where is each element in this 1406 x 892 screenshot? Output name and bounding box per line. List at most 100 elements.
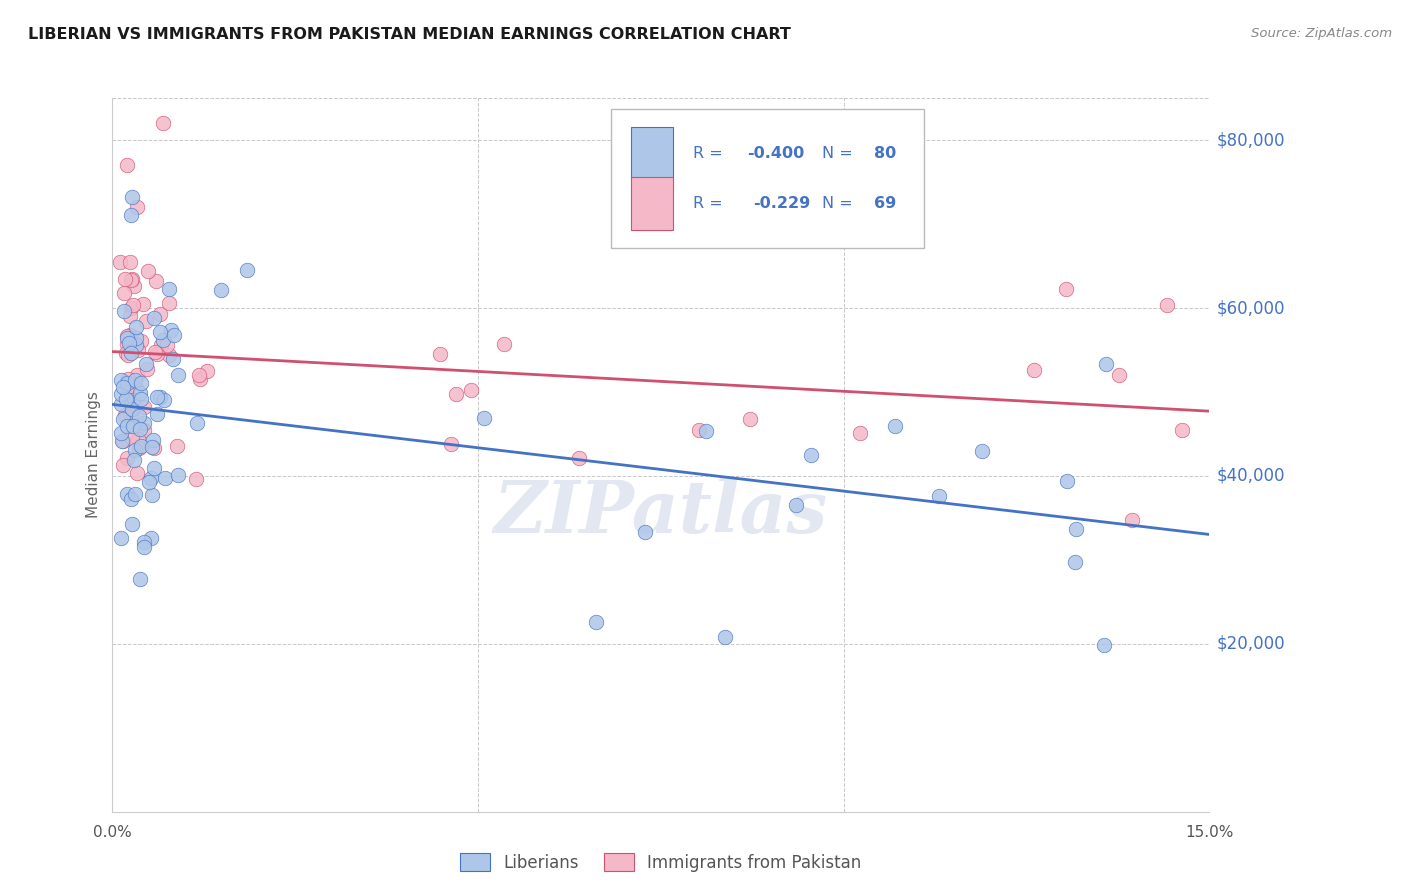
Point xyxy=(143,345,166,359)
Point xyxy=(120,345,142,359)
Point xyxy=(1054,282,1077,296)
Point xyxy=(120,301,142,315)
Point xyxy=(785,498,807,512)
Point xyxy=(134,540,156,554)
Point xyxy=(117,372,139,386)
Point xyxy=(135,362,157,376)
Point xyxy=(125,467,148,481)
Point xyxy=(149,307,172,321)
Point xyxy=(166,468,188,483)
Point xyxy=(1108,368,1130,382)
Point xyxy=(129,439,152,453)
Text: ZIPatlas: ZIPatlas xyxy=(494,476,828,548)
Point xyxy=(117,348,139,362)
Point xyxy=(121,271,143,285)
Point xyxy=(236,263,259,277)
Point xyxy=(162,351,184,366)
Point xyxy=(127,432,149,446)
Point xyxy=(157,348,180,362)
Bar xyxy=(631,177,673,230)
Point xyxy=(1095,357,1118,371)
Point xyxy=(460,383,482,397)
Point xyxy=(440,436,463,450)
Point xyxy=(128,409,150,423)
Point xyxy=(115,385,138,400)
Point xyxy=(115,376,138,390)
Point xyxy=(112,304,135,318)
Point xyxy=(188,372,211,386)
Point xyxy=(167,368,190,382)
Text: R =: R = xyxy=(693,196,733,211)
Point xyxy=(568,450,591,465)
Point xyxy=(848,425,870,440)
Text: N =: N = xyxy=(823,146,858,161)
Point xyxy=(129,334,152,349)
Point xyxy=(124,331,146,345)
Point xyxy=(110,373,132,387)
Point xyxy=(209,284,232,298)
Point xyxy=(152,333,174,347)
Point xyxy=(1156,298,1178,312)
Point xyxy=(121,517,143,532)
Point xyxy=(115,158,138,172)
Point xyxy=(1064,522,1087,536)
Point xyxy=(145,274,167,288)
Point xyxy=(146,407,169,421)
Point xyxy=(124,373,146,387)
Point xyxy=(152,116,174,130)
Point xyxy=(114,409,136,423)
Point xyxy=(118,335,141,350)
Point xyxy=(688,423,710,437)
Point xyxy=(195,364,218,378)
Point xyxy=(121,431,143,445)
Point xyxy=(695,424,717,438)
Point xyxy=(139,471,162,485)
Point xyxy=(120,408,142,422)
Point xyxy=(115,451,138,466)
Point xyxy=(157,295,180,310)
Point xyxy=(118,310,141,324)
Point xyxy=(132,423,155,437)
Point xyxy=(110,397,132,411)
Point xyxy=(139,531,162,545)
Point xyxy=(112,285,135,300)
Point xyxy=(115,328,138,343)
Point xyxy=(1024,363,1046,377)
Point xyxy=(115,331,138,345)
Point xyxy=(1063,555,1085,569)
Point xyxy=(122,278,145,293)
Text: 80: 80 xyxy=(873,146,896,161)
Point xyxy=(141,488,163,502)
Text: $20,000: $20,000 xyxy=(1216,635,1285,653)
Point xyxy=(492,336,515,351)
Point xyxy=(146,346,169,360)
Point xyxy=(135,357,157,371)
Text: $80,000: $80,000 xyxy=(1216,131,1285,149)
Point xyxy=(146,390,169,404)
Point xyxy=(120,327,142,342)
Point xyxy=(111,380,134,394)
Point xyxy=(120,208,142,222)
Point xyxy=(112,412,135,426)
Point xyxy=(142,310,165,325)
Point xyxy=(129,376,152,390)
Text: -0.400: -0.400 xyxy=(748,146,804,161)
Text: 69: 69 xyxy=(873,196,896,211)
Point xyxy=(120,491,142,506)
Point xyxy=(472,411,495,425)
Point xyxy=(121,401,143,416)
Point xyxy=(121,190,143,204)
Point xyxy=(132,416,155,430)
Point xyxy=(129,392,152,407)
Point xyxy=(429,346,451,360)
Point xyxy=(970,444,993,458)
Point xyxy=(125,338,148,352)
Point xyxy=(129,573,152,587)
Point xyxy=(714,630,737,644)
Point xyxy=(738,412,761,426)
Point xyxy=(135,314,157,328)
Point xyxy=(124,487,146,501)
Point xyxy=(127,200,149,214)
Point xyxy=(127,343,149,357)
Text: -0.229: -0.229 xyxy=(754,196,810,211)
